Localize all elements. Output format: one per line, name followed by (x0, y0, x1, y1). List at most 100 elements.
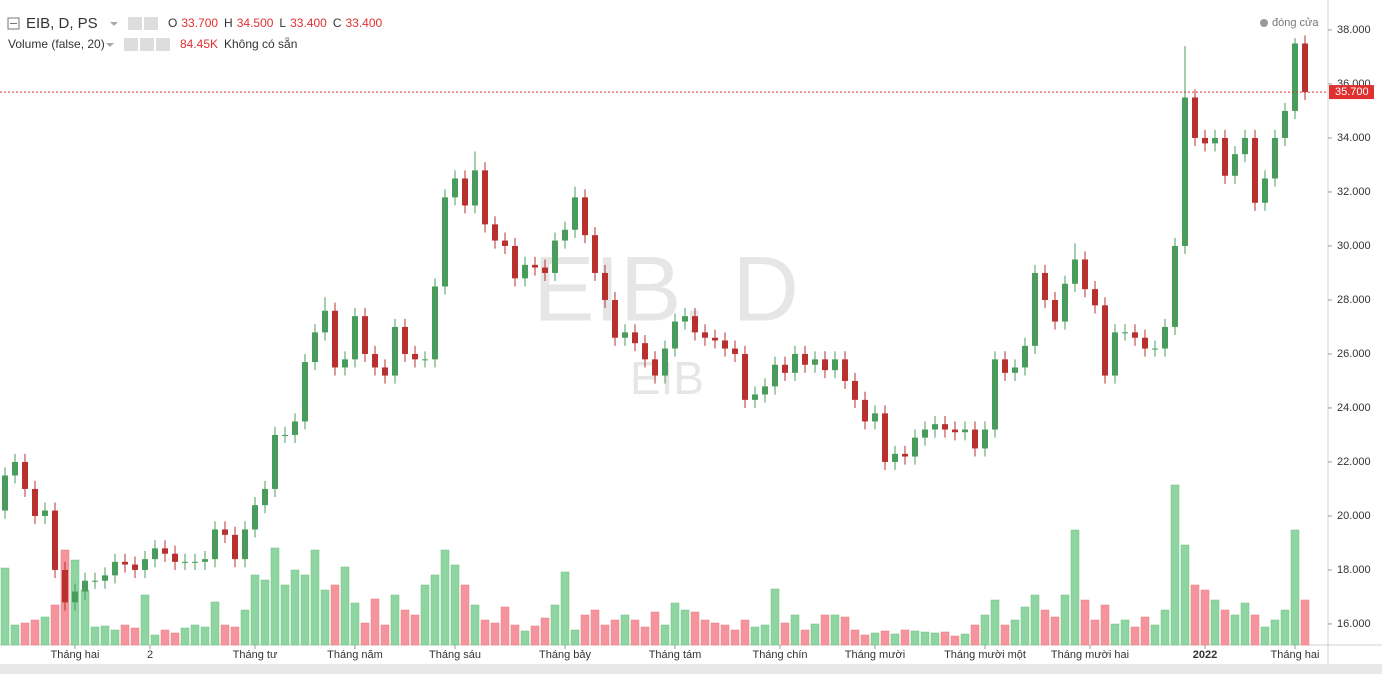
volume-bar (1170, 484, 1180, 646)
candle-body (612, 299, 618, 338)
volume-bar (340, 566, 350, 646)
candle-body (1132, 332, 1138, 338)
ohlc-key: C (333, 16, 342, 30)
symbol-menu[interactable] (110, 22, 118, 26)
volume-bar (220, 624, 230, 646)
volume-bar (200, 626, 210, 646)
x-tick-label: Tháng bảy (539, 649, 591, 661)
candle-body (552, 240, 558, 273)
volume-bar (710, 622, 720, 646)
candle-body (742, 353, 748, 400)
candle-body (192, 561, 198, 563)
x-tick-label: Tháng sáu (429, 649, 481, 661)
volume-bar (1290, 529, 1300, 646)
volume-bar (110, 629, 120, 646)
volume-bar (350, 602, 360, 646)
eye-button[interactable] (128, 17, 142, 30)
candle-body (752, 394, 758, 400)
volume-bar (1120, 619, 1130, 646)
candle-body (662, 348, 668, 376)
market-status: đóng cửa (1272, 17, 1319, 29)
volume-bar (1040, 609, 1050, 646)
candle-body (1282, 110, 1288, 138)
volume-bar (1070, 529, 1080, 646)
volume-bar (320, 589, 330, 646)
volume-bar (460, 584, 470, 646)
candle-body (1152, 348, 1158, 350)
x-tick-label: Tháng mười (845, 649, 905, 661)
candle-body (2, 475, 8, 511)
volume-bar (500, 606, 510, 646)
volume-bar (1110, 623, 1120, 646)
x-tick-label: Tháng mười hai (1051, 649, 1129, 661)
settings-button[interactable] (140, 38, 154, 51)
y-tick-label: 34.000 (1337, 132, 1371, 144)
volume-bar (820, 614, 830, 646)
candle-body (1042, 272, 1048, 300)
candle-body (832, 359, 838, 371)
candle-body (392, 326, 398, 376)
y-tick-label: 32.000 (1337, 186, 1371, 198)
volume-bar (590, 609, 600, 646)
candle-body (952, 429, 958, 433)
candle-body (672, 321, 678, 349)
candle-body (42, 510, 48, 516)
y-tick-label: 26.000 (1337, 348, 1371, 360)
volume-bar (390, 594, 400, 646)
volume-bar (310, 549, 320, 646)
volume-bar (890, 633, 900, 646)
candle-body (542, 267, 548, 273)
candle-body (1002, 359, 1008, 373)
candle-body (312, 332, 318, 363)
scroll-bar[interactable] (0, 664, 1382, 674)
settings-button[interactable] (144, 17, 158, 30)
eye-button[interactable] (124, 38, 138, 51)
volume-bar (1030, 594, 1040, 646)
candle-body (352, 316, 358, 360)
volume-bar (690, 611, 700, 646)
volume-bar (490, 622, 500, 646)
volume-bar (0, 567, 10, 646)
status-dot (1260, 19, 1268, 27)
volume-bar (30, 619, 40, 646)
candle-body (472, 170, 478, 206)
volume-bar (360, 622, 370, 646)
candle-body (582, 197, 588, 236)
volume-bar (520, 630, 530, 646)
volume-bar (760, 624, 770, 646)
candle-body (1032, 272, 1038, 346)
collapse-button[interactable] (7, 17, 20, 30)
volume-menu[interactable] (106, 43, 114, 47)
x-tick-label: Tháng hai (1271, 649, 1320, 661)
volume-bar (140, 594, 150, 646)
candle-body (852, 380, 858, 400)
volume-bar (630, 619, 640, 646)
volume-bar (90, 626, 100, 646)
candle-body (1052, 299, 1058, 322)
volume-bar (730, 629, 740, 646)
candle-body (1102, 305, 1108, 376)
candle-body (862, 399, 868, 422)
volume-bar (1150, 624, 1160, 646)
ohlc-key: O (168, 16, 177, 30)
volume-bar (1250, 614, 1260, 646)
candle-body (432, 286, 438, 360)
symbol[interactable]: EIB, D, PS (26, 15, 98, 32)
candle-body (452, 178, 458, 198)
volume-bar (1300, 599, 1310, 646)
volume-bar (830, 614, 840, 646)
volume-bar (550, 604, 560, 646)
volume-label[interactable]: Volume (false, 20) (8, 37, 105, 51)
volume-bar (610, 619, 620, 646)
volume-bar (510, 624, 520, 646)
candle-body (1062, 283, 1068, 322)
candle-body (1172, 245, 1178, 327)
y-tick-label: 24.000 (1337, 402, 1371, 414)
volume-bar (1270, 619, 1280, 646)
volume-bar (210, 601, 220, 646)
candle-body (1142, 337, 1148, 349)
close-button[interactable] (156, 38, 170, 51)
candle-body (812, 359, 818, 365)
volume-bar (400, 609, 410, 646)
